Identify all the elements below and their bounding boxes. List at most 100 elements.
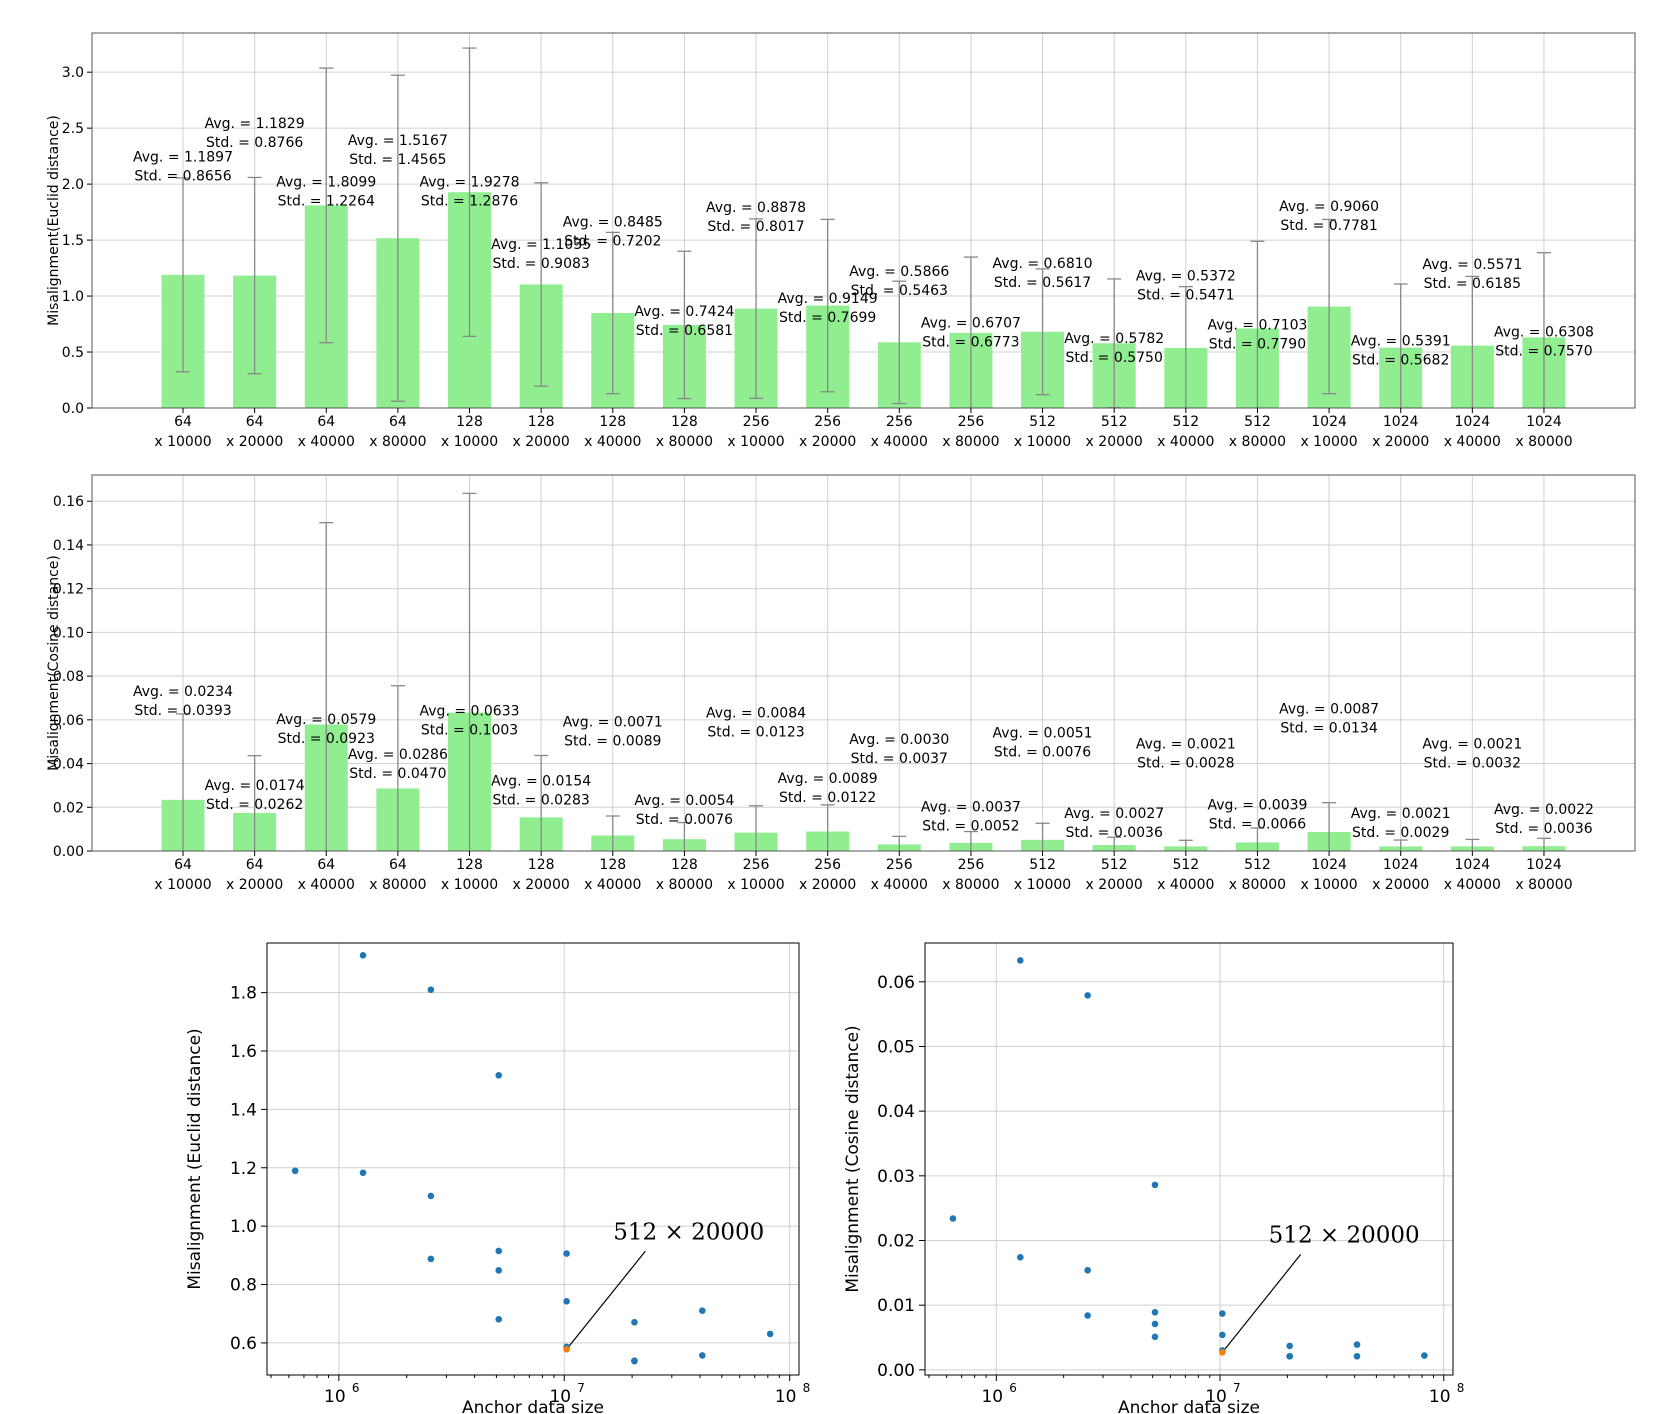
y-tick-label: 0.04: [877, 1102, 915, 1122]
x-tick-label: 256: [743, 857, 770, 873]
scatter-point: [291, 1167, 299, 1175]
data-label-std: Std. = 0.7699: [779, 310, 876, 326]
y-tick-label: 0.00: [877, 1361, 915, 1381]
data-label-std: Std. = 0.6581: [636, 323, 733, 339]
x-tick-label: 128: [671, 857, 698, 873]
plot-frame: [266, 942, 800, 1376]
y-tick-label: 0.05: [877, 1037, 915, 1057]
data-label-avg: Avg. = 0.7424: [634, 304, 734, 320]
scatter-point: [698, 1352, 706, 1359]
x-axis-label: Anchor data size: [1118, 1398, 1260, 1414]
x-tick-label: 64: [174, 857, 192, 873]
y-tick-label: 0.03: [877, 1167, 915, 1187]
x-tick-label: 256: [743, 414, 770, 430]
scatter-point: [495, 1072, 503, 1079]
scatter-point: [1151, 1333, 1159, 1341]
data-label-avg: Avg. = 0.0022: [1494, 802, 1594, 818]
y-tick-label: 0.08: [53, 669, 84, 685]
data-label-avg: Avg. = 0.0084: [706, 706, 806, 722]
x-tick-label: 512: [1244, 857, 1271, 873]
x-tick-label: 10: [981, 1387, 1003, 1407]
data-label-std: Std. = 0.0470: [349, 766, 446, 782]
y-tick-label: 0.10: [53, 625, 84, 641]
data-label-avg: Avg. = 0.5782: [1064, 331, 1164, 347]
x-tick-label: x 40000: [1157, 877, 1214, 893]
x-tick-label: 10: [1205, 1387, 1227, 1407]
annotation-label: 512 × 20000: [613, 1219, 764, 1245]
y-axis-label: Misalignment(Cosine distance): [46, 555, 62, 771]
data-label-std: Std. = 0.0134: [1280, 720, 1377, 736]
x-tick-label: x 20000: [1372, 434, 1429, 450]
x-tick-label: x 40000: [298, 434, 355, 450]
y-tick-label: 1.0: [62, 289, 84, 305]
scatter-point: [495, 1247, 503, 1255]
x-tick-label: x 20000: [1372, 877, 1429, 893]
x-tick-label: x 40000: [871, 434, 928, 450]
y-tick-label: 1.5: [62, 233, 84, 249]
data-label-std: Std. = 0.0028: [1137, 755, 1234, 771]
scatter-point: [1151, 1308, 1159, 1316]
x-tick-label: 512: [1029, 857, 1056, 873]
data-label-avg: Avg. = 0.6308: [1494, 324, 1594, 340]
scatter-point: [495, 1267, 503, 1274]
data-label-avg: Avg. = 0.0054: [634, 793, 734, 809]
x-tick-label: 128: [456, 857, 483, 873]
data-label-std: Std. = 0.6773: [922, 334, 1019, 350]
x-tick-label: 10: [549, 1387, 571, 1407]
data-label-std: Std. = 0.5463: [851, 283, 948, 299]
x-tick-label: x 10000: [154, 434, 211, 450]
data-label-std: Std. = 0.7570: [1495, 343, 1592, 359]
euclid-scatter-plot: 0.6 0.8 1.0 1.2 1.4 1.6 1.8 10 6 10 7 10 8 512 × 2000…: [185, 942, 810, 1414]
scatter-point: [1016, 957, 1024, 964]
x-tick-label: 256: [958, 414, 985, 430]
data-label-avg: Avg. = 0.5391: [1351, 333, 1451, 349]
data-label-std: Std. = 0.0036: [1495, 821, 1592, 837]
y-tick-label: 0.01: [877, 1296, 915, 1316]
x-tick-label: x 20000: [799, 877, 856, 893]
data-label-std: Std. = 0.0076: [636, 812, 733, 828]
x-tick-label: 1024: [1455, 414, 1491, 430]
data-label-std: Std. = 0.0923: [278, 731, 375, 747]
x-tick-label: x 80000: [1229, 434, 1286, 450]
data-label-std: Std. = 0.0032: [1424, 755, 1521, 771]
x-tick-label: 128: [456, 414, 483, 430]
x-tick-label: x 20000: [513, 434, 570, 450]
scatter-point: [1016, 1253, 1024, 1261]
x-tick-label: x 40000: [584, 877, 641, 893]
scatter-point: [427, 1192, 435, 1200]
data-label-std: Std. = 0.7202: [564, 234, 661, 250]
x-tick-label: x 10000: [441, 434, 498, 450]
x-tick-label: 256: [886, 414, 913, 430]
data-label-avg: Avg. = 0.9149: [778, 291, 878, 307]
x-tick-label: 512: [1101, 414, 1128, 430]
scatter-point: [1353, 1341, 1361, 1348]
y-tick-label: 3.0: [62, 65, 84, 81]
scatter-point: [1084, 1312, 1091, 1319]
y-tick-label: 0.0: [62, 401, 84, 417]
x-tick-label: 64: [317, 857, 335, 873]
y-tick-label: 0.02: [877, 1231, 915, 1251]
scatter-point: [766, 1330, 774, 1338]
x-tick-label: x 10000: [1014, 434, 1071, 450]
scatter-point: [495, 1315, 503, 1323]
scatter-point: [1421, 1352, 1428, 1359]
x-tick-label: 512: [1172, 857, 1199, 873]
x-tick-label: 1024: [1526, 414, 1562, 430]
x-tick-label: x 20000: [1086, 434, 1143, 450]
scatter-point: [427, 986, 435, 994]
x-tick-label: 256: [886, 857, 913, 873]
x-tick-label: 128: [528, 414, 555, 430]
x-tick-label: x 80000: [369, 434, 426, 450]
x-axis-label: Anchor data size: [462, 1398, 604, 1414]
data-label-avg: Avg. = 0.6707: [921, 315, 1021, 331]
x-tick-label: x 20000: [799, 434, 856, 450]
data-label-avg: Avg. = 0.0021: [1422, 736, 1522, 752]
plot-frame: [91, 32, 1636, 409]
x-tick-label: 1024: [1526, 857, 1562, 873]
x-tick-label: x 10000: [727, 434, 784, 450]
x-tick-label: 128: [599, 857, 626, 873]
x-tick-label: 1024: [1311, 414, 1347, 430]
x-tick-label: 10: [1429, 1387, 1451, 1407]
data-label-avg: Avg. = 0.6810: [993, 256, 1093, 272]
